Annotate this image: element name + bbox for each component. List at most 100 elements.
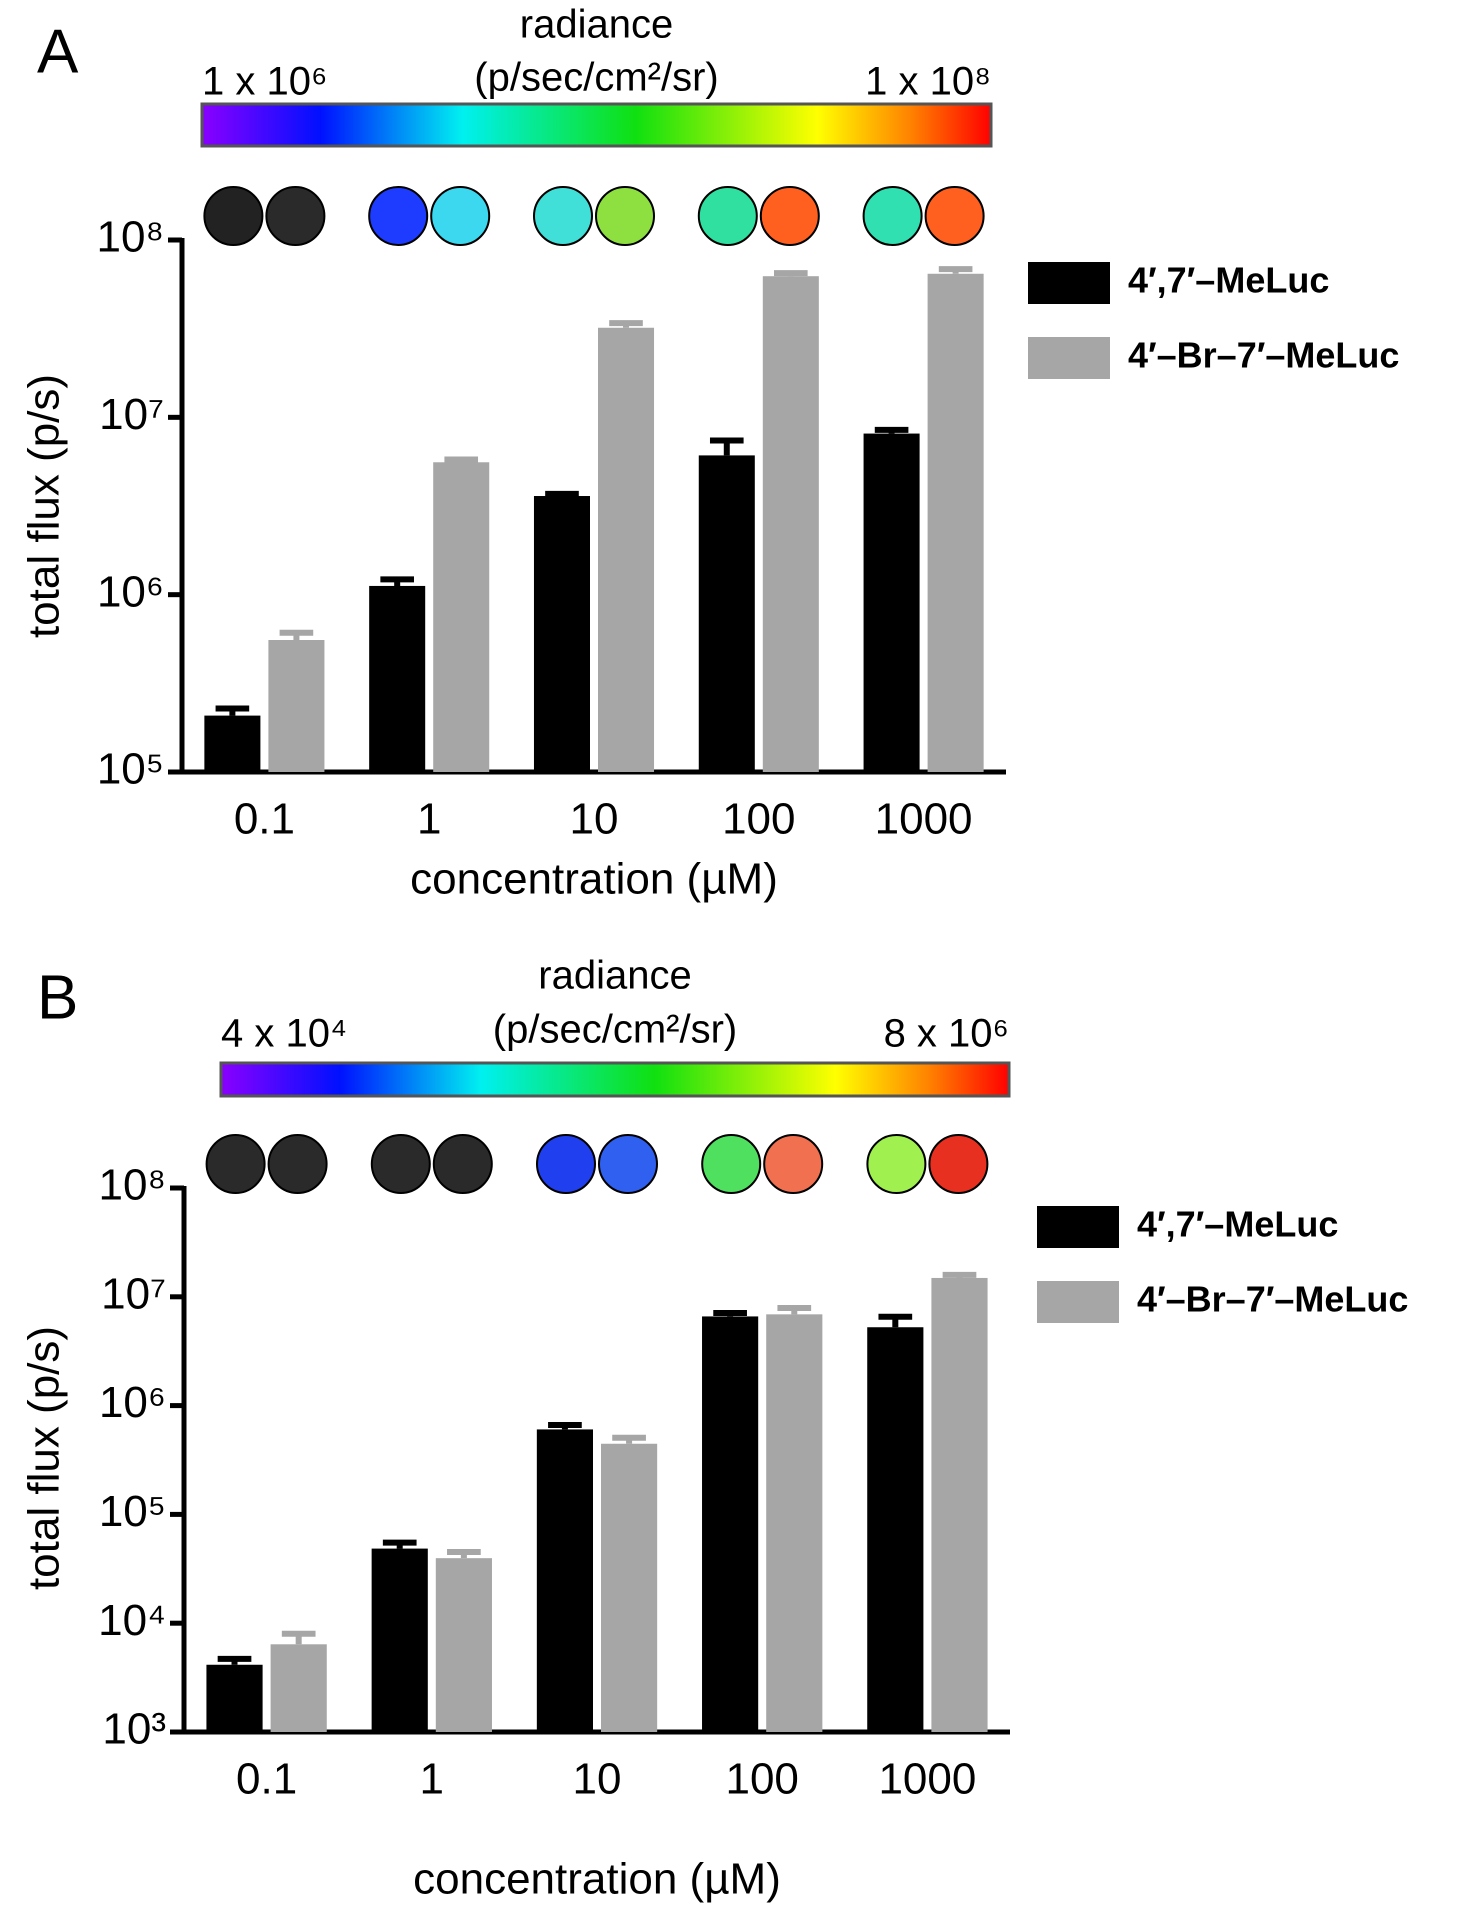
error-bar: [217, 1655, 252, 1665]
well-image: [924, 186, 985, 246]
bar: [433, 462, 490, 772]
bar: [702, 1316, 759, 1732]
colorbar-max: 1 x 10⁸: [865, 60, 991, 104]
x-tick-label: 1000: [875, 795, 973, 844]
x-tick-label: 1000: [878, 1755, 976, 1804]
well-image: [205, 1134, 266, 1194]
legend-label: 4′–Br–7′–MeLuc: [1128, 335, 1399, 376]
bar: [268, 640, 325, 772]
y-tick-label: 10⁴: [98, 1596, 166, 1645]
bar: [536, 1429, 593, 1732]
error-bar: [612, 1434, 646, 1444]
colorbar: [219, 1061, 1011, 1098]
y-tick-label: 10⁸: [96, 213, 164, 262]
well-image: [536, 1134, 596, 1194]
colorbar-title: radiance: [538, 954, 691, 998]
legend-swatch: [1028, 337, 1110, 379]
bar: [371, 1548, 428, 1732]
colorbar-min: 1 x 10⁶: [202, 60, 327, 104]
y-axis-title: total flux (p/s): [20, 1326, 69, 1590]
legend-label: 4′,7′–MeLuc: [1128, 260, 1329, 301]
x-tick-label: 10: [570, 795, 619, 844]
y-axis-title: total flux (p/s): [20, 374, 69, 638]
error-bar: [874, 426, 909, 434]
well-image: [862, 186, 923, 246]
legend-swatch: [1037, 1206, 1119, 1248]
error-bar: [548, 1421, 582, 1430]
bar: [369, 585, 426, 772]
bar: [927, 273, 984, 772]
error-bar: [279, 629, 314, 641]
bar: [270, 1644, 327, 1732]
bar: [766, 1314, 823, 1732]
bar: [698, 455, 755, 772]
colorbar-min: 4 x 10⁴: [221, 1012, 347, 1056]
well-image: [701, 1134, 762, 1194]
y-tick-label: 10⁷: [101, 1269, 166, 1318]
bar: [762, 276, 819, 772]
well-image: [866, 1134, 927, 1194]
x-axis-title: concentration (µM): [413, 1855, 781, 1904]
well-image: [267, 1134, 328, 1194]
bar: [204, 715, 261, 772]
error-bar: [281, 1630, 316, 1645]
colorbar: [200, 102, 993, 148]
bar: [867, 1327, 924, 1732]
well-image: [533, 186, 593, 246]
y-tick-label: 10³: [102, 1705, 166, 1754]
x-tick-label: 100: [722, 795, 795, 844]
well-image: [203, 186, 264, 246]
legend-swatch: [1037, 1281, 1119, 1323]
error-bar: [942, 1271, 977, 1278]
y-tick-label: 10⁷: [99, 390, 164, 439]
x-tick-label: 0.1: [236, 1755, 297, 1804]
panel-label: B: [37, 963, 78, 1032]
legend-label: 4′–Br–7′–MeLuc: [1137, 1279, 1408, 1320]
colorbar-title: radiance: [520, 3, 673, 47]
error-bar: [545, 490, 579, 497]
x-tick-label: 0.1: [234, 795, 295, 844]
x-axis-title: concentration (µM): [410, 855, 778, 904]
error-bar: [609, 320, 643, 328]
well-image: [430, 186, 491, 246]
error-bar: [709, 437, 744, 456]
well-image: [928, 1134, 989, 1194]
well-image: [759, 186, 820, 246]
well-image: [265, 186, 326, 246]
error-bar: [215, 705, 250, 716]
panel-label: A: [37, 17, 79, 86]
well-image: [432, 1134, 493, 1194]
error-bar: [447, 1549, 481, 1559]
bar: [533, 496, 590, 772]
bar: [435, 1558, 492, 1732]
bar: [598, 327, 655, 772]
error-bar: [774, 270, 808, 277]
error-bar: [380, 576, 414, 586]
error-bar: [777, 1304, 812, 1315]
error-bar: [878, 1313, 913, 1328]
legend-label: 4′,7′–MeLuc: [1137, 1204, 1338, 1245]
well-image: [598, 1134, 658, 1194]
well-image: [368, 186, 429, 246]
well-image: [763, 1134, 824, 1194]
error-bar: [713, 1309, 747, 1317]
y-tick-label: 10⁵: [97, 745, 164, 794]
colorbar-units: (p/sec/cm²/sr): [493, 1008, 737, 1052]
colorbar-units: (p/sec/cm²/sr): [474, 56, 718, 100]
x-tick-label: 1: [417, 795, 441, 844]
colorbar-max: 8 x 10⁶: [884, 1012, 1009, 1056]
x-tick-label: 1: [420, 1755, 444, 1804]
bar: [601, 1443, 658, 1732]
error-bar: [382, 1539, 417, 1549]
well-image: [370, 1134, 431, 1194]
well-image: [595, 186, 655, 246]
bar: [863, 433, 920, 772]
well-image: [697, 186, 758, 246]
x-tick-label: 10: [573, 1755, 622, 1804]
legend-swatch: [1028, 262, 1110, 304]
y-tick-label: 10⁸: [98, 1161, 166, 1210]
error-bar: [938, 266, 973, 274]
bar: [931, 1277, 988, 1732]
